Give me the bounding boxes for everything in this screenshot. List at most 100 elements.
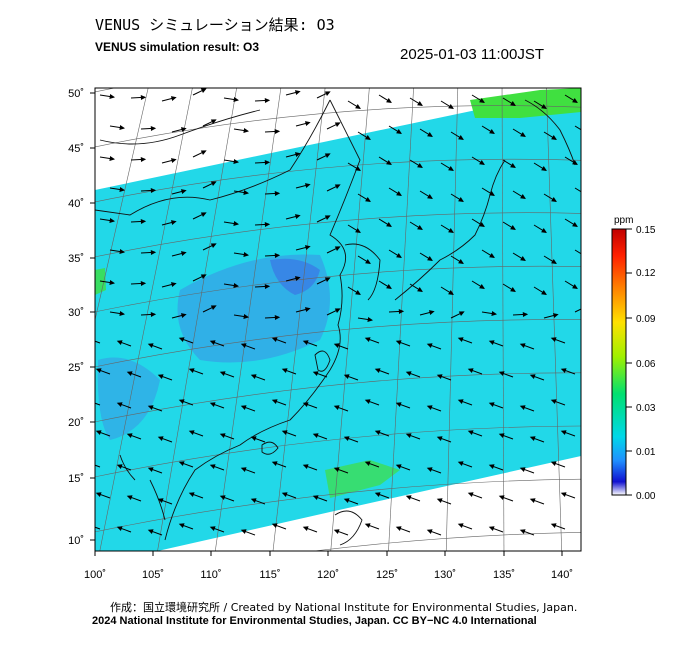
- wind-arrowhead: [498, 433, 505, 438]
- wind-arrowhead: [479, 222, 485, 227]
- wind-arrowhead: [498, 371, 505, 376]
- wind-arrowhead: [529, 498, 536, 503]
- wind-arrowhead: [560, 492, 567, 497]
- wind-arrowhead: [519, 529, 526, 534]
- meridian-line: [330, 88, 370, 551]
- wind-arrowhead: [126, 433, 133, 438]
- wind-arrowhead: [150, 188, 157, 194]
- wind-arrowhead: [109, 218, 115, 223]
- wind-arrowhead: [243, 252, 249, 257]
- wind-arrowhead: [312, 371, 319, 376]
- wind-arrowhead: [489, 191, 495, 196]
- wind-arrowhead: [274, 315, 281, 321]
- wind-arrowhead: [302, 526, 309, 531]
- high-ozone-area: [470, 88, 581, 118]
- wind-arrowhead: [170, 220, 177, 225]
- wind-arrowhead: [519, 343, 526, 348]
- wind-arrowhead: [264, 284, 271, 290]
- wind-arrowhead: [467, 492, 474, 497]
- wind-arrowhead: [396, 253, 402, 258]
- wind-arrowhead: [109, 280, 115, 285]
- wind-arrowhead: [386, 284, 392, 289]
- colorbar: ppm 0.15 0.12 0.09 0.06 0.03 0.01 0.00: [611, 215, 656, 502]
- colorbar-tick-label: 0.12: [636, 268, 656, 279]
- parallel-line: [95, 319, 581, 368]
- wind-arrowhead: [170, 282, 177, 287]
- wind-arrowhead: [188, 492, 195, 497]
- wind-arrowhead: [572, 222, 578, 227]
- wind-arrowhead: [264, 222, 271, 228]
- wind-arrowhead: [367, 317, 373, 322]
- wind-arrowhead: [240, 467, 247, 472]
- wind-arrowhead: [520, 256, 526, 261]
- colorbar-unit: ppm: [614, 215, 633, 226]
- map-frame: [94, 87, 582, 552]
- wind-arrowhead: [87, 462, 91, 465]
- parallel-line: [95, 212, 581, 258]
- wind-arrowhead: [364, 337, 371, 342]
- parallel-line: [95, 88, 117, 93]
- wind-arrowhead: [209, 526, 216, 531]
- wind-arrowhead: [374, 492, 381, 497]
- wind-arrowhead: [294, 90, 301, 95]
- wind-arrowhead: [479, 284, 485, 289]
- wind-arrowhead: [188, 368, 195, 373]
- wind-arrowhead: [200, 212, 207, 217]
- wind-arrowhead: [355, 290, 361, 295]
- wind-arrowhead: [147, 343, 154, 348]
- low-ozone-area: [270, 258, 320, 295]
- wind-arrowhead: [312, 433, 319, 438]
- wind-arrowhead: [274, 129, 281, 135]
- lat-tick-label: 50˚: [68, 88, 84, 100]
- wind-arrowhead: [427, 256, 433, 261]
- wind-arrowhead: [243, 128, 249, 133]
- wind-arrowhead: [126, 371, 133, 376]
- wind-arrowhead: [324, 91, 331, 96]
- wind-arrowhead: [529, 436, 536, 441]
- wind-arrowhead: [87, 400, 91, 403]
- wind-arrowhead: [150, 126, 157, 132]
- wind-arrow: [95, 526, 101, 530]
- wind-arrowhead: [395, 526, 402, 531]
- lat-tick-label: 20˚: [68, 417, 84, 429]
- wind-arrowhead: [448, 104, 454, 109]
- wind-arrowhead: [479, 98, 485, 103]
- wind-arrowhead: [157, 436, 164, 441]
- colorbar-tick-label: 0.06: [636, 359, 656, 370]
- wind-arrowhead: [210, 305, 217, 310]
- wind-arrowhead: [436, 374, 443, 379]
- wind-arrowhead: [583, 254, 587, 257]
- wind-arrowhead: [572, 98, 578, 103]
- parallel-line: [311, 532, 581, 551]
- wind-arrowhead: [180, 251, 187, 256]
- parallel-line: [95, 372, 581, 423]
- wind-arrowhead: [233, 221, 239, 226]
- wind-arrowhead: [467, 368, 474, 373]
- wind-arrowhead: [405, 433, 412, 438]
- wind-arrowhead: [510, 225, 516, 230]
- wind-arrowhead: [140, 95, 147, 101]
- wind-arrowhead: [116, 464, 123, 469]
- wind-arrowhead: [109, 94, 115, 99]
- wind-arrowhead: [302, 464, 309, 469]
- wind-arrowhead: [150, 312, 157, 318]
- wind-arrowhead: [281, 368, 288, 373]
- wind-arrowhead: [405, 371, 412, 376]
- colorbar-tick-label: 0.03: [636, 403, 656, 414]
- wind-arrowhead: [180, 189, 187, 194]
- wind-arrowhead: [448, 228, 454, 233]
- wind-arrowhead: [467, 430, 474, 435]
- wind-arrowhead: [119, 249, 125, 254]
- wind-arrowhead: [488, 402, 495, 407]
- wind-arrowhead: [436, 498, 443, 503]
- wind-arrowhead: [333, 405, 340, 410]
- wind-arrowhead: [426, 529, 433, 534]
- wind-arrowhead: [109, 156, 115, 161]
- wind-arrowhead: [180, 313, 187, 318]
- wind-arrowhead: [510, 101, 516, 106]
- wind-arrowhead: [520, 132, 526, 137]
- wind-arrowhead: [457, 399, 464, 404]
- wind-arrowhead: [271, 399, 278, 404]
- wind-arrowhead: [510, 163, 516, 168]
- lon-tick-label: 140˚: [551, 569, 573, 581]
